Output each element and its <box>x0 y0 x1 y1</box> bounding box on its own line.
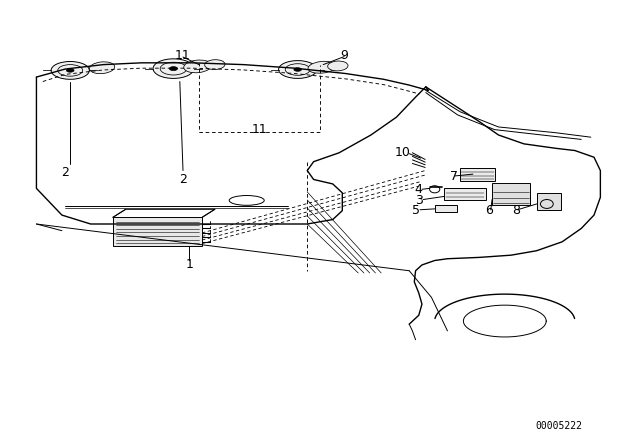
Text: 11: 11 <box>252 123 268 136</box>
Text: 9: 9 <box>340 49 348 62</box>
Ellipse shape <box>51 61 90 79</box>
Text: 00005222: 00005222 <box>536 421 582 431</box>
FancyBboxPatch shape <box>537 193 561 210</box>
Text: 3: 3 <box>415 194 422 207</box>
Ellipse shape <box>67 69 74 72</box>
Text: 1: 1 <box>186 258 193 271</box>
FancyBboxPatch shape <box>460 168 495 181</box>
Ellipse shape <box>90 62 115 73</box>
Ellipse shape <box>153 59 194 78</box>
Ellipse shape <box>184 60 212 73</box>
Ellipse shape <box>278 60 317 78</box>
FancyBboxPatch shape <box>492 183 531 205</box>
Text: 2: 2 <box>179 173 187 186</box>
Ellipse shape <box>205 60 225 69</box>
FancyBboxPatch shape <box>444 188 486 199</box>
Ellipse shape <box>328 61 348 71</box>
FancyBboxPatch shape <box>113 217 202 246</box>
Text: 7: 7 <box>450 170 458 183</box>
Text: 10: 10 <box>395 146 411 159</box>
FancyBboxPatch shape <box>435 205 457 212</box>
Text: 6: 6 <box>485 204 493 217</box>
Text: 8: 8 <box>512 204 520 217</box>
Ellipse shape <box>294 68 301 71</box>
Text: 2: 2 <box>61 166 69 179</box>
Text: 5: 5 <box>412 204 420 217</box>
Text: 4: 4 <box>415 183 422 196</box>
Text: 11: 11 <box>175 49 191 62</box>
Ellipse shape <box>308 61 336 73</box>
Ellipse shape <box>170 67 177 71</box>
